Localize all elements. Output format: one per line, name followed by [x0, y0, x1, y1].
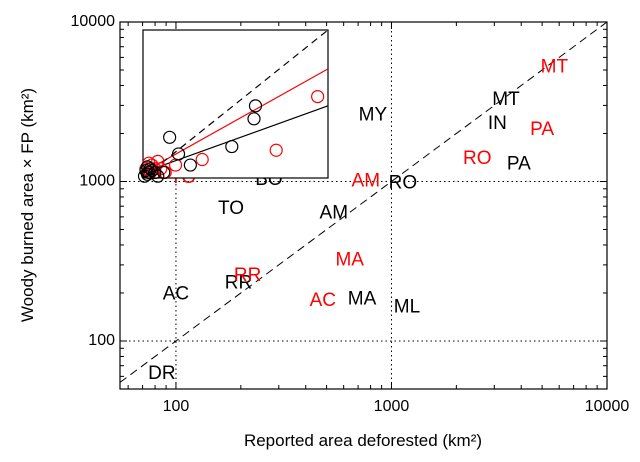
axis-ticks: 100 1000 10000 100 1000 10000: [71, 13, 630, 415]
data-label-black-ac: AC: [163, 284, 189, 305]
y-tick-label: 1000: [79, 173, 115, 190]
inset-panel: [137, 29, 329, 183]
y-axis-label: Woody burned area × FP (km²): [18, 88, 37, 322]
x-tick-label: 1000: [374, 398, 410, 415]
grid-lines: [120, 22, 607, 389]
data-label-black-mt: MT: [492, 89, 520, 110]
inset-point-black: [247, 112, 261, 126]
reference-line-1to1: [119, 21, 608, 383]
inset-point-black: [248, 99, 263, 113]
data-label-black-my: MY: [359, 104, 388, 125]
inset-point-black: [225, 139, 239, 154]
inset-point-black: [148, 165, 162, 180]
x-tick-label: 10000: [585, 398, 630, 415]
y-tick-label: 100: [88, 332, 115, 349]
inset-point-black: [171, 147, 186, 161]
data-label-red-pa: PA: [530, 119, 554, 140]
inset-point-red: [195, 152, 209, 167]
data-label-red-ma: MA: [335, 249, 364, 270]
data-label-black-in: IN: [488, 113, 507, 134]
inset-fit-line-black-dashed: [142, 29, 329, 179]
one-to-one-line: [119, 21, 608, 383]
inset-point-black: [163, 130, 177, 144]
data-label-black-rr: RR: [225, 272, 252, 293]
data-label-red-mt: MT: [541, 56, 569, 77]
data-label-red-ro: RO: [463, 148, 492, 169]
data-label-black-ml: ML: [394, 297, 420, 318]
data-label-black-ma: MA: [348, 289, 377, 310]
data-label-red-rr: RR: [234, 265, 261, 286]
data-label-red-am: AM: [352, 171, 381, 192]
inset-point-black: [183, 158, 197, 172]
y-tick-label: 10000: [71, 13, 116, 30]
data-label-black-to: TO: [218, 198, 244, 219]
inset-point-red: [311, 89, 325, 104]
data-label-black-pa: PA: [507, 153, 531, 174]
inset-point-black: [143, 162, 157, 176]
inset-point-red: [269, 143, 283, 157]
plot-frame: [119, 21, 608, 390]
x-tick-label: 100: [163, 398, 190, 415]
inset-point-black: [157, 165, 171, 180]
data-label-black-am: AM: [320, 203, 349, 224]
inset-fit-line-red: [142, 68, 329, 173]
data-label-black-dr: DR: [148, 363, 175, 384]
inset-fit-line-black: [142, 105, 329, 174]
data-label-black-ro: RO: [389, 173, 418, 194]
data-label-red-ac: AC: [310, 290, 336, 311]
x-axis-label: Reported area deforested (km²): [244, 431, 482, 450]
